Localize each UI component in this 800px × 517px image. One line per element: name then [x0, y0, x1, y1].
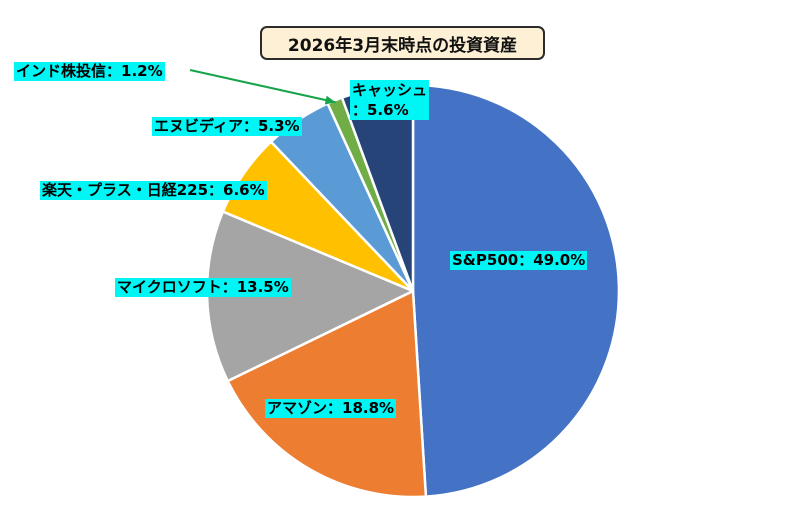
- leader-line-india: [189, 69, 336, 104]
- chart-title: 2026年3月末時点の投資資産: [260, 26, 545, 60]
- slice-sp500: [411, 83, 621, 498]
- slice-amazon: [226, 289, 428, 499]
- leader-arrow-india: [324, 95, 336, 105]
- slice-label-cash-line2: ：5.6%: [352, 101, 409, 119]
- slice-label-india-fund: インド株投信：1.2%: [14, 62, 165, 81]
- slice-label-nvidia: エヌビディア：5.3%: [152, 117, 302, 136]
- slice-label-amazon: アマゾン：18.8%: [265, 399, 397, 418]
- slice-label-cash-line1: キャッシュ: [352, 81, 428, 99]
- slice-label-sp500: S&P500：49.0%: [450, 251, 588, 270]
- slice-label-microsoft: マイクロソフト：13.5%: [115, 278, 291, 297]
- slice-label-rakuten-nikkei225: 楽天・プラス・日経225：6.6%: [40, 181, 267, 200]
- slice-label-cash: キャッシュ ：5.6%: [350, 80, 430, 120]
